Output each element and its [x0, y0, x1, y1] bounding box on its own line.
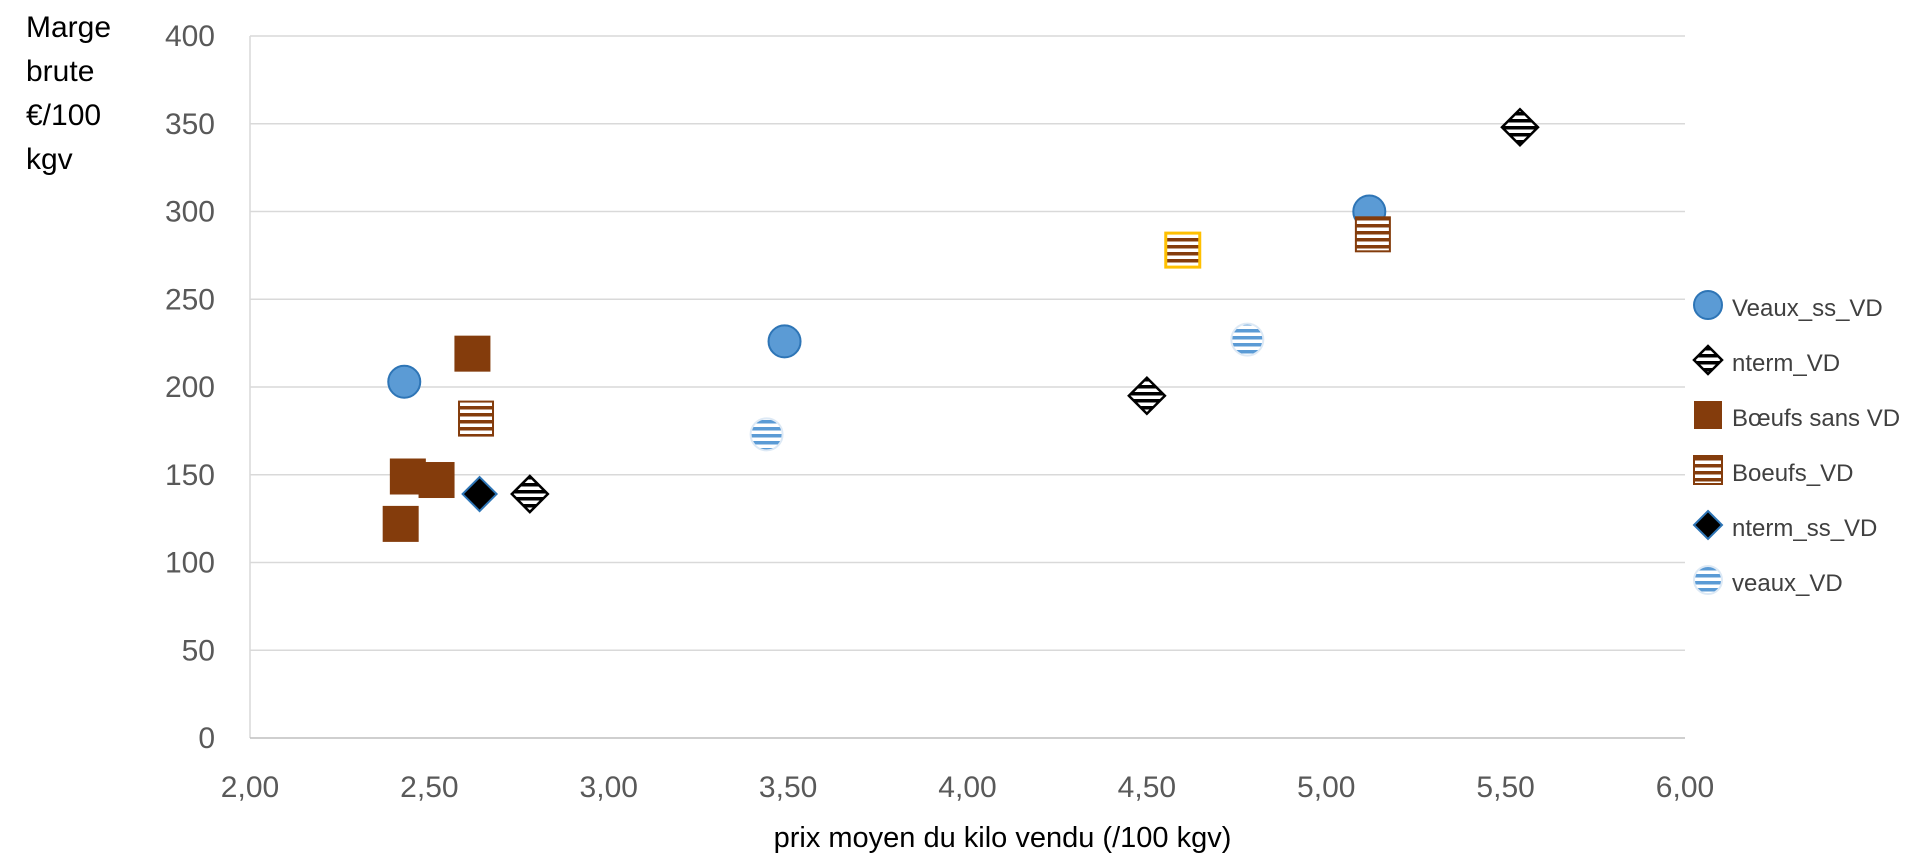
legend-marker-shape — [1692, 344, 1724, 376]
x-tick-label: 3,00 — [580, 771, 638, 804]
legend-item: nterm_ss_VD — [1690, 505, 1915, 560]
legend-marker — [1694, 401, 1722, 429]
y-axis-label-line: €/100 — [26, 99, 102, 132]
y-axis-label: Marge brute €/100 kgv — [26, 6, 146, 182]
x-tick-label: 4,00 — [938, 771, 996, 804]
data-point — [1230, 322, 1265, 357]
legend-item: veaux_VD — [1690, 560, 1915, 615]
data-point — [1500, 107, 1540, 148]
legend-item: Bœufs sans VD — [1690, 395, 1915, 450]
data-point — [458, 400, 495, 437]
legend-label: nterm_ss_VD — [1732, 515, 1878, 542]
data-point — [461, 475, 499, 513]
legend-item: nterm_VD — [1690, 340, 1915, 395]
y-tick-label: 100 — [165, 547, 215, 580]
legend-item: Veaux_ss_VD — [1690, 285, 1915, 340]
y-axis-label-line: Marge — [26, 11, 112, 44]
legend-marker-shape — [1693, 290, 1723, 320]
data-point — [454, 335, 491, 372]
y-tick-label: 350 — [165, 108, 215, 141]
data-point — [1164, 231, 1202, 269]
data-point — [1354, 216, 1391, 253]
x-tick-label: 3,50 — [759, 771, 817, 804]
data-point — [382, 505, 419, 542]
x-tick-label: 5,00 — [1297, 771, 1355, 804]
x-tick-label: 4,50 — [1118, 771, 1176, 804]
x-tick-label: 5,50 — [1476, 771, 1534, 804]
legend-marker-shape — [1693, 565, 1723, 595]
x-tick-label: 2,50 — [400, 771, 458, 804]
y-tick-label: 400 — [165, 20, 215, 53]
y-tick-label: 50 — [182, 634, 215, 667]
x-tick-label: 2,00 — [221, 771, 279, 804]
data-point — [418, 462, 455, 499]
legend-item: Boeufs_VD — [1690, 450, 1915, 505]
y-tick-label: 300 — [165, 196, 215, 229]
y-tick-label: 250 — [165, 283, 215, 316]
legend-marker — [1693, 290, 1723, 320]
legend-marker — [1693, 455, 1723, 485]
data-point — [749, 417, 784, 452]
legend-marker — [1692, 344, 1724, 376]
legend-marker-shape — [1694, 401, 1722, 429]
data-point — [767, 324, 802, 359]
data-point — [387, 364, 422, 399]
legend-marker-shape — [1692, 509, 1724, 541]
y-axis-label-line: brute — [26, 55, 95, 88]
data-point — [510, 474, 550, 514]
legend-label: Bœufs sans VD — [1732, 405, 1901, 432]
legend-label: Boeufs_VD — [1732, 460, 1854, 487]
x-axis-label: prix moyen du kilo vendu (/100 kgv) — [773, 822, 1232, 854]
legend-label: Veaux_ss_VD — [1732, 295, 1883, 322]
legend-label: nterm_VD — [1732, 350, 1841, 377]
data-point — [1127, 376, 1167, 416]
legend-marker-shape — [1693, 455, 1723, 485]
legend-marker — [1693, 565, 1723, 595]
legend: Veaux_ss_VD nterm_VD Bœufs sans VD Boeufs_V… — [1690, 285, 1915, 615]
y-tick-label: 0 — [198, 722, 215, 755]
legend-marker — [1692, 509, 1724, 541]
x-tick-label: 6,00 — [1656, 771, 1714, 804]
y-tick-label: 150 — [165, 459, 215, 492]
y-axis-label-line: kgv — [26, 143, 73, 176]
legend-label: veaux_VD — [1732, 570, 1843, 597]
y-tick-label: 200 — [165, 371, 215, 404]
